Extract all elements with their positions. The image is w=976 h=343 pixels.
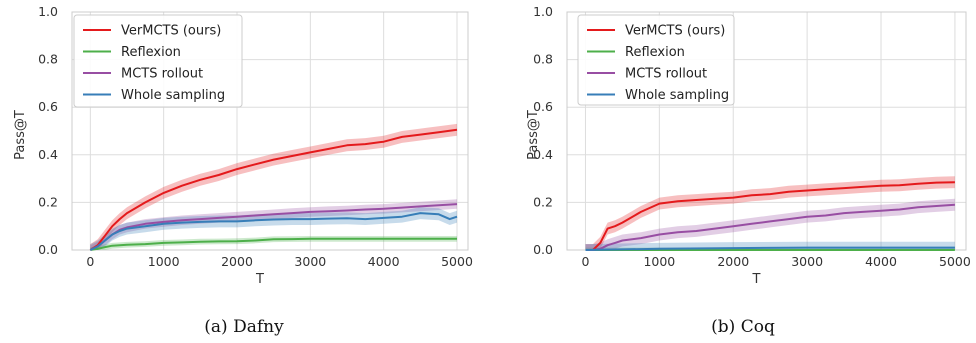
panel-coq: 0 1000 2000 3000 4000 5000 0.0 0.2 0.4 0.6 0.8 1.0 T… xyxy=(526,4,971,337)
panel-caption: (b) Coq xyxy=(711,317,775,337)
y-tick-label: 0.0 xyxy=(38,242,58,257)
x-tick-label: 1000 xyxy=(148,254,180,269)
y-tick-label: 1.0 xyxy=(38,4,58,19)
y-tick-label: 0.2 xyxy=(38,194,58,209)
series-line-3 xyxy=(585,246,955,251)
x-tick-label: 0 xyxy=(581,254,589,269)
legend-label-2: MCTS rollout xyxy=(121,67,203,82)
legend-box xyxy=(577,14,735,106)
y-tick-label: 0.6 xyxy=(533,99,553,114)
panel-dafny: 0 1000 2000 3000 4000 5000 0.0 0.2 0.4 0.6 0.8 1.0 T… xyxy=(13,4,473,337)
legend-label-0: VerMCTS (ours) xyxy=(121,24,221,39)
y-axis-label: Pass@T xyxy=(13,110,28,160)
x-tick-label: 3000 xyxy=(294,254,326,269)
legend-label-0: VerMCTS (ours) xyxy=(625,24,725,39)
legend-label-1: Reflexion xyxy=(121,45,181,60)
y-tick-label: 0.0 xyxy=(533,242,553,257)
y-tick-label: 0.6 xyxy=(38,99,58,114)
confidence-band-3 xyxy=(90,207,458,250)
y-tick-label: 0.4 xyxy=(533,147,553,162)
legend-label-3: Whole sampling xyxy=(121,88,225,103)
legend-box xyxy=(73,14,243,108)
legend-label-1: Reflexion xyxy=(625,45,685,60)
x-axis-label: T xyxy=(255,272,264,287)
series-line-1 xyxy=(90,237,457,251)
legend-label-2: MCTS rollout xyxy=(625,67,707,82)
axes-frame xyxy=(71,11,469,251)
x-tick-label: 4000 xyxy=(865,254,897,269)
legend-label-3: Whole sampling xyxy=(625,88,729,103)
x-tick-label: 3000 xyxy=(791,254,823,269)
x-tick-label: 5000 xyxy=(441,254,473,269)
y-tick-label: 0.8 xyxy=(38,52,58,67)
y-tick-label: 0.2 xyxy=(533,194,553,209)
confidence-band-2 xyxy=(90,199,458,250)
x-axis-label: T xyxy=(752,272,761,287)
series-line-0 xyxy=(585,181,955,251)
x-tick-label: 2000 xyxy=(717,254,749,269)
x-tick-label: 0 xyxy=(86,254,94,269)
y-tick-label: 1.0 xyxy=(533,4,553,19)
confidence-band-0 xyxy=(90,123,458,250)
x-tick-label: 1000 xyxy=(643,254,675,269)
panel-caption: (a) Dafny xyxy=(204,317,284,337)
y-tick-label: 0.8 xyxy=(533,52,553,67)
y-tick-label: 0.4 xyxy=(38,147,58,162)
series-line-0 xyxy=(89,128,458,251)
x-tick-label: 2000 xyxy=(221,254,253,269)
x-tick-label: 5000 xyxy=(939,254,971,269)
series-line-3 xyxy=(89,212,458,251)
series-line-2 xyxy=(585,203,955,251)
x-tick-label: 4000 xyxy=(368,254,400,269)
y-axis-label: Pass@T xyxy=(526,110,541,160)
